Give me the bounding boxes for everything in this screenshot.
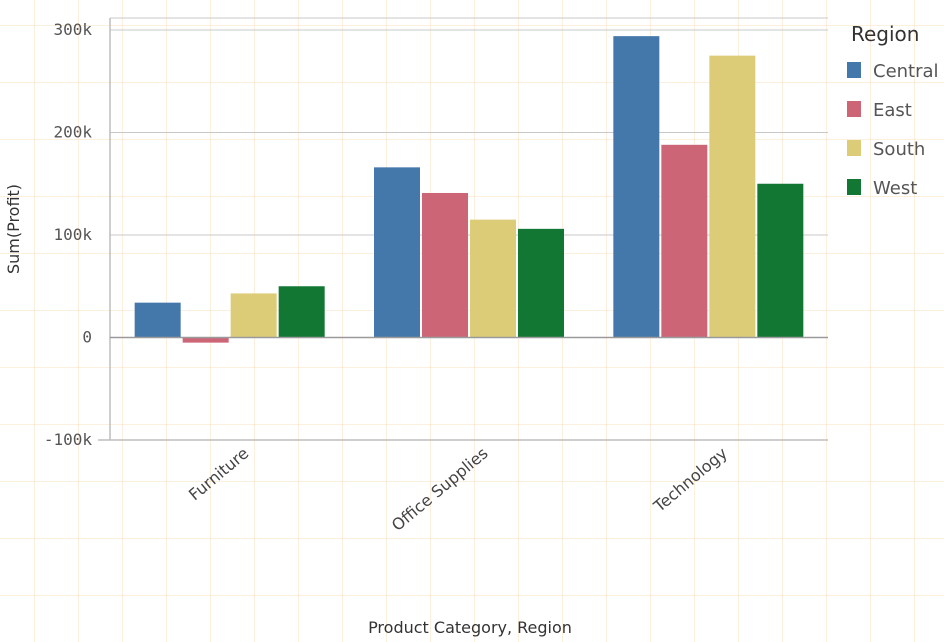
bar-central-furniture[interactable] (134, 302, 181, 338)
bar-east-furniture[interactable] (182, 337, 229, 343)
legend-label[interactable]: East (873, 100, 912, 121)
legend-label[interactable]: South (873, 139, 925, 160)
bar-south-technology[interactable] (709, 55, 756, 338)
gridlines (110, 29, 828, 236)
bar-west-furniture[interactable] (278, 286, 325, 338)
bar-south-furniture[interactable] (230, 293, 277, 338)
y-tick-label: 0 (82, 328, 92, 347)
bar-east-technology[interactable] (661, 144, 708, 338)
bar-west-technology[interactable] (757, 183, 804, 338)
y-tick-label: 200k (53, 123, 92, 142)
x-axis-title: Product Category, Region (368, 618, 572, 637)
x-category-labels: Furniture Office Supplies Technology (185, 444, 731, 535)
legend-swatch[interactable] (847, 179, 861, 195)
legend[interactable]: Region Central East South West (847, 22, 939, 199)
legend-label[interactable]: West (873, 178, 917, 199)
legend-swatch[interactable] (847, 62, 861, 78)
y-tick-labels: -100k 0 100k 200k 300k (44, 20, 93, 449)
bar-east-office-supplies[interactable] (422, 192, 468, 338)
x-tick-label: Technology (649, 444, 731, 517)
legend-swatch[interactable] (847, 101, 861, 117)
bar-west-office-supplies[interactable] (518, 228, 564, 338)
axes (98, 17, 828, 441)
x-tick-label: Office Supplies (388, 444, 492, 535)
legend-label[interactable]: Central (873, 61, 939, 82)
legend-title: Region (851, 22, 919, 46)
y-axis-title: Sum(Profit) (4, 184, 23, 274)
y-tick-label: 300k (53, 20, 92, 39)
bars (134, 36, 804, 343)
legend-swatch[interactable] (847, 140, 861, 156)
x-tick-label: Furniture (185, 444, 252, 505)
bar-central-technology[interactable] (613, 36, 660, 338)
y-tick-label: -100k (44, 430, 93, 449)
bar-south-office-supplies[interactable] (470, 219, 516, 338)
y-tick-label: 100k (53, 225, 92, 244)
bar-central-office-supplies[interactable] (374, 167, 420, 338)
